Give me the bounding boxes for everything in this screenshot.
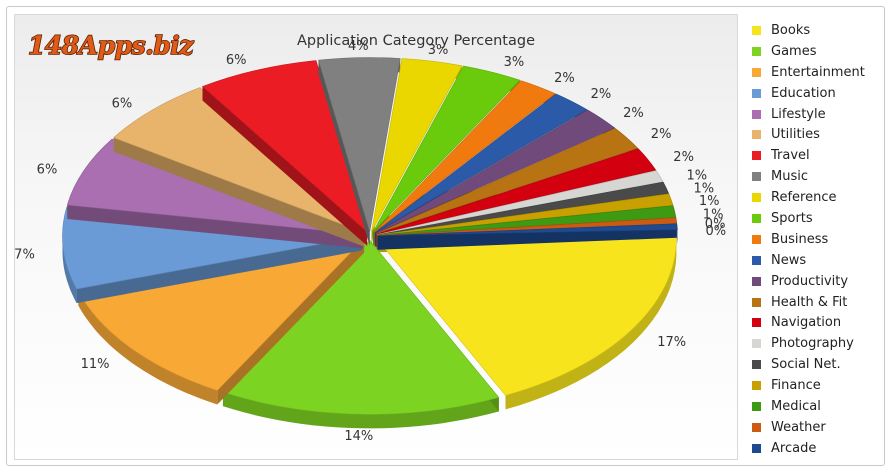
- legend-item-books: Books: [752, 20, 884, 41]
- legend-label: Finance: [771, 378, 821, 394]
- legend-swatch: [752, 151, 761, 161]
- legend-label: News: [771, 252, 807, 268]
- pct-label-education: 7%: [14, 247, 35, 262]
- legend-label: Health & Fit: [771, 294, 848, 310]
- logo-148apps: 148Apps.biz: [28, 31, 194, 60]
- legend-swatch: [752, 46, 761, 56]
- legend-item-sports: Sports: [752, 208, 884, 229]
- legend-swatch: [752, 401, 761, 411]
- legend-item-utilities: Utilities: [752, 124, 884, 145]
- legend-label: Books: [771, 22, 811, 38]
- legend-item-medical: Medical: [752, 396, 884, 417]
- legend-label: Arcade: [771, 440, 817, 456]
- legend-swatch: [752, 234, 761, 244]
- legend-label: Utilities: [771, 127, 820, 143]
- pct-label-finance: 1%: [699, 194, 720, 209]
- legend-swatch: [752, 193, 761, 203]
- pie-slice-entertainment: [77, 238, 366, 405]
- legend-swatch: [752, 297, 761, 307]
- pct-label-entertainment: 11%: [81, 357, 110, 372]
- legend-item-news: News: [752, 250, 884, 271]
- pct-label-news: 2%: [591, 87, 612, 102]
- legend-swatch: [752, 318, 761, 328]
- legend-item-music: Music: [752, 166, 884, 187]
- pct-label-sports: 3%: [504, 55, 525, 70]
- legend-item-productivity: Productivity: [752, 271, 884, 292]
- pct-label-weather: 0%: [705, 217, 726, 232]
- pie-slice-utilities: [113, 87, 365, 247]
- legend-label: Navigation: [771, 315, 842, 331]
- legend-label: Medical: [771, 398, 821, 414]
- legend-item-health-fit: Health & Fit: [752, 292, 884, 313]
- legend-item-lifestyle: Lifestyle: [752, 104, 884, 125]
- legend: Books Games Entertainment Education Lifestyl…: [752, 20, 884, 459]
- legend-swatch: [752, 255, 761, 265]
- pct-label-arcade: 0%: [706, 224, 727, 239]
- legend-swatch: [752, 25, 761, 35]
- legend-label: Sports: [771, 210, 813, 226]
- legend-item-finance: Finance: [752, 375, 884, 396]
- legend-label: Weather: [771, 419, 826, 435]
- pie-slices: [62, 57, 678, 429]
- pct-label-medical: 1%: [703, 207, 724, 222]
- legend-item-business: Business: [752, 229, 884, 250]
- legend-swatch: [752, 109, 761, 119]
- legend-swatch: [752, 422, 761, 432]
- legend-label: Travel: [771, 148, 810, 164]
- legend-item-weather: Weather: [752, 417, 884, 438]
- legend-label: Entertainment: [771, 64, 865, 80]
- legend-label: Social Net.: [771, 357, 841, 373]
- legend-label: Games: [771, 43, 817, 59]
- pct-label-music: 4%: [348, 39, 369, 54]
- legend-label: Productivity: [771, 273, 849, 289]
- pie-slice-reference: [371, 58, 463, 246]
- pct-label-travel: 6%: [226, 53, 247, 68]
- legend-item-arcade: Arcade: [752, 438, 884, 459]
- pie-slice-education: [62, 206, 363, 304]
- pct-label-lifestyle: 6%: [37, 163, 58, 178]
- legend-swatch: [752, 276, 761, 286]
- pie-slice-music: [318, 57, 401, 246]
- pct-label-productivity: 2%: [623, 106, 644, 121]
- pie-labels: 17%14%11%7%6%6%6%4% 3%3%2%2%2%2%2%1%1%1%1…: [14, 39, 726, 444]
- legend-item-games: Games: [752, 41, 884, 62]
- legend-swatch: [752, 381, 761, 391]
- legend-label: Music: [771, 169, 808, 185]
- pct-label-social-net: 1%: [694, 181, 715, 196]
- legend-item-travel: Travel: [752, 145, 884, 166]
- legend-swatch: [752, 339, 761, 349]
- legend-swatch: [752, 213, 761, 223]
- pct-label-games: 14%: [344, 429, 373, 444]
- legend-label: Reference: [771, 190, 837, 206]
- pct-label-navigation: 2%: [673, 150, 694, 165]
- chart-title: Application Category Percentage: [297, 33, 535, 49]
- legend-swatch: [752, 130, 761, 140]
- legend-item-reference: Reference: [752, 187, 884, 208]
- pct-label-utilities: 6%: [112, 96, 133, 111]
- pct-label-reference: 3%: [428, 43, 449, 58]
- legend-swatch: [752, 67, 761, 77]
- legend-swatch: [752, 360, 761, 370]
- legend-item-social-net: Social Net.: [752, 354, 884, 375]
- legend-label: Business: [771, 231, 829, 247]
- legend-label: Lifestyle: [771, 106, 826, 122]
- pct-label-books: 17%: [657, 335, 686, 350]
- legend-swatch: [752, 172, 761, 182]
- legend-swatch: [752, 443, 761, 453]
- pie-slice-sports: [372, 65, 521, 246]
- pct-label-health-fit: 2%: [651, 127, 672, 142]
- legend-item-navigation: Navigation: [752, 312, 884, 333]
- pct-label-business: 2%: [554, 71, 575, 86]
- pie-slice-games: [222, 239, 500, 429]
- legend-item-entertainment: Entertainment: [752, 62, 884, 83]
- legend-item-education: Education: [752, 83, 884, 104]
- legend-label: Education: [771, 85, 836, 101]
- legend-swatch: [752, 88, 761, 98]
- legend-label: Photography: [771, 336, 854, 352]
- pie-slice-travel: [201, 60, 368, 246]
- legend-item-photography: Photography: [752, 333, 884, 354]
- pct-label-photography: 1%: [687, 169, 708, 184]
- pie-slice-arcade: [377, 223, 678, 250]
